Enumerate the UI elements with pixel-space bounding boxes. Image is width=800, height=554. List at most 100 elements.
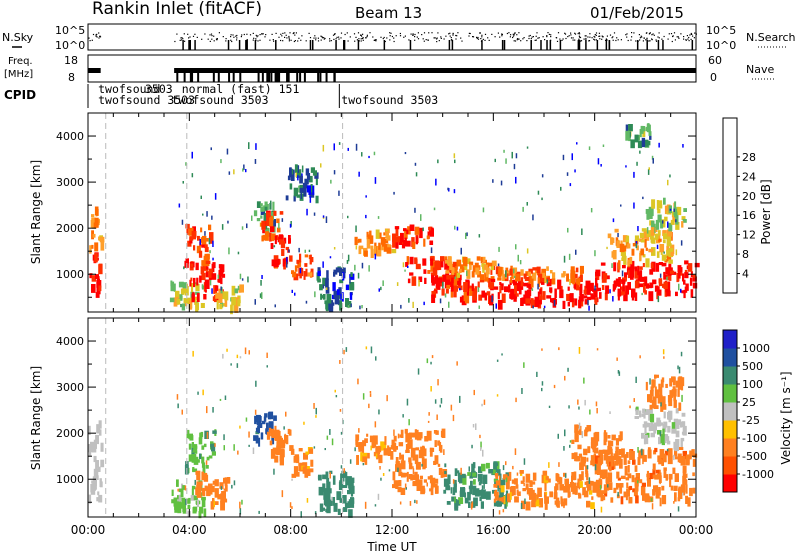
nsky-point — [236, 34, 238, 37]
velocity-cell — [586, 500, 591, 508]
velocity-cell — [399, 434, 403, 438]
nsky-point — [538, 37, 540, 39]
velocity-cell — [362, 463, 365, 466]
velocity-colorbar-label: Velocity [m s⁻¹] — [779, 371, 793, 464]
velocity-cell — [600, 490, 605, 495]
power-cell — [237, 251, 240, 255]
velocity-cell — [692, 458, 696, 467]
velocity-cell — [95, 475, 99, 480]
velocity-cell — [564, 478, 569, 485]
power-cell — [400, 232, 404, 243]
nsky-point — [568, 35, 570, 37]
nsky-point — [314, 35, 316, 37]
nsky-point — [532, 36, 534, 38]
power-cell — [583, 295, 588, 299]
nsky-point — [98, 32, 100, 34]
velocity-cell — [668, 473, 673, 480]
power-cell — [590, 294, 596, 300]
velocity-cell — [568, 405, 570, 409]
power-cell — [204, 246, 209, 253]
nsky-point — [414, 33, 416, 36]
nsky-point — [324, 37, 326, 40]
nsky-point — [546, 36, 548, 38]
nsky-point — [334, 33, 336, 36]
power-cell — [272, 201, 275, 211]
power-cell — [572, 276, 576, 285]
power-cell — [562, 300, 566, 309]
power-cell — [196, 245, 201, 254]
power-cell — [276, 227, 281, 233]
velocity-cell — [672, 386, 676, 393]
power-cell — [411, 276, 417, 286]
nsky-point — [404, 35, 406, 37]
power-cell — [586, 288, 591, 295]
power-cell — [515, 244, 517, 250]
power-cell — [636, 245, 639, 251]
power-cell — [409, 256, 414, 265]
velocity-cell — [197, 459, 200, 463]
velocity-cell — [184, 485, 187, 491]
velocity-cell — [438, 467, 443, 475]
nsky-point — [455, 34, 457, 37]
velocity-cell — [678, 486, 684, 492]
power-cell — [414, 207, 416, 213]
nsky-point — [255, 38, 257, 40]
velocity-cell — [203, 510, 206, 516]
nsky-point — [356, 39, 358, 41]
nsky-point — [384, 40, 386, 43]
velocity-cell — [610, 497, 614, 503]
velocity-cell — [435, 430, 439, 435]
velocity-cell — [398, 466, 402, 472]
velocity-cell — [646, 470, 649, 478]
velocity-cell — [343, 468, 345, 474]
power-cell — [234, 303, 239, 313]
nsky-point — [321, 37, 324, 39]
power-cell — [687, 263, 693, 272]
velocity-cell — [516, 472, 519, 476]
nsky-point — [479, 32, 481, 34]
velocity-cell — [524, 498, 526, 504]
power-cell — [289, 167, 292, 176]
velocity-colorbar-tick-label: -25 — [742, 414, 760, 427]
velocity-colorbar-swatch — [723, 330, 737, 349]
power-cell — [333, 269, 338, 275]
velocity-cell — [202, 465, 206, 475]
velocity-cell — [244, 347, 247, 355]
nsky-point — [98, 37, 100, 39]
velocity-cell — [681, 412, 686, 417]
velocity-cell — [339, 498, 344, 503]
power-cell — [656, 251, 660, 258]
power-cell — [442, 281, 444, 289]
power-cell — [202, 213, 204, 216]
velocity-cell — [648, 423, 651, 432]
nsky-point — [631, 36, 633, 38]
power-cell — [689, 277, 693, 286]
power-cell — [593, 288, 598, 298]
velocity-cell — [280, 448, 285, 453]
velocity-cell — [193, 495, 198, 501]
velocity-cell — [441, 428, 446, 438]
nsky-point — [360, 38, 362, 40]
power-cell — [481, 263, 486, 267]
power-cell — [497, 299, 503, 310]
velocity-cell — [412, 466, 414, 469]
nsky-point — [579, 36, 582, 39]
velocity-cell — [649, 413, 655, 423]
power-cell — [629, 268, 635, 278]
power-cell — [204, 244, 208, 249]
velocity-cell — [226, 348, 228, 352]
power-cell — [95, 292, 100, 298]
power-cell — [315, 177, 318, 186]
power-cell — [378, 288, 380, 292]
power-cell — [635, 243, 638, 249]
power-cell — [322, 215, 325, 218]
power-cell — [664, 205, 669, 215]
velocity-cell — [653, 422, 657, 431]
power-cell — [298, 185, 300, 193]
cpid-entry: twofsound 3503 — [172, 93, 269, 107]
velocity-cell — [674, 492, 677, 502]
velocity-cell — [667, 425, 671, 433]
nsky-point — [95, 35, 97, 37]
velocity-cell — [322, 507, 325, 511]
velocity-cell — [236, 354, 239, 359]
